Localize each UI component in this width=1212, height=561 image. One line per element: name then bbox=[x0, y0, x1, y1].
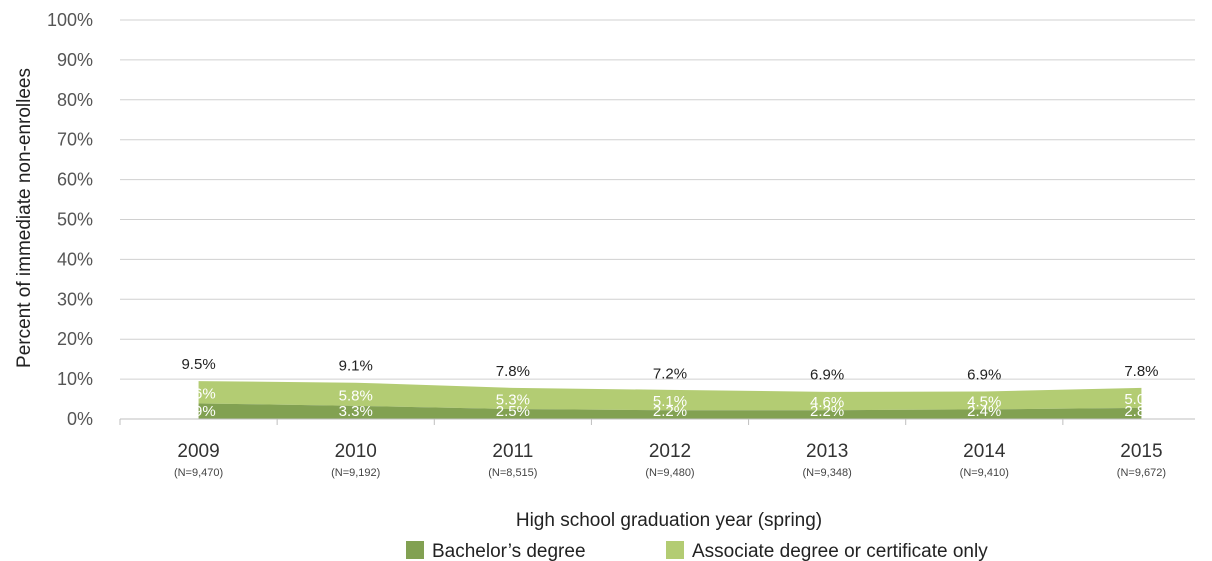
x-tick-label: 2009 bbox=[177, 441, 219, 462]
associate-value-label: 4.6% bbox=[810, 394, 844, 411]
legend-swatch-bachelors bbox=[406, 541, 424, 559]
area-bachelors bbox=[198, 403, 1142, 419]
bachelors-value-label: 2.4% bbox=[967, 403, 1001, 420]
data-labels: 9.5% 5.6%3.9% 9.1% 5.8%3.3% 7.8% 5.3%2.5% 7.2%… bbox=[181, 356, 1158, 420]
bachelors-value-label: 2.5% bbox=[496, 403, 530, 420]
y-tick-label: 40% bbox=[57, 249, 93, 269]
bachelors-value-label: 3.3% bbox=[339, 403, 373, 420]
total-label: 7.8% bbox=[1124, 363, 1158, 380]
associate-value-label: 5.8% bbox=[339, 387, 373, 404]
y-tick-label: 60% bbox=[57, 170, 93, 190]
area-series bbox=[198, 381, 1142, 419]
x-tick-sublabel: (N=9,480) bbox=[645, 467, 694, 479]
total-label: 6.9% bbox=[810, 366, 844, 383]
y-tick-label: 20% bbox=[57, 329, 93, 349]
y-tick-label: 70% bbox=[57, 130, 93, 150]
x-axis-title: High school graduation year (spring) bbox=[516, 510, 822, 531]
associate-value-label: 5.6% bbox=[181, 385, 215, 402]
total-label: 6.9% bbox=[967, 366, 1001, 383]
y-tick-label: 90% bbox=[57, 50, 93, 70]
bachelors-value-label: 2.2% bbox=[810, 403, 844, 420]
legend: Bachelor’s degree Associate degree or ce… bbox=[406, 541, 988, 561]
x-tick-sublabel: (N=9,348) bbox=[803, 467, 852, 479]
y-tick-label: 80% bbox=[57, 90, 93, 110]
y-axis-ticks: 0% 10% 20% 30% 40% 50% 60% 70% 80% 90% 100% bbox=[47, 10, 93, 429]
y-tick-label: 30% bbox=[57, 289, 93, 309]
total-label: 7.2% bbox=[653, 365, 687, 382]
x-axis: 2009 (N=9,470) 2010 (N=9,192) 2011 (N=8,515) 2… bbox=[119, 418, 1195, 479]
gridlines bbox=[120, 19, 1195, 380]
total-label: 9.5% bbox=[181, 356, 215, 373]
associate-value-label: 5.0% bbox=[1124, 391, 1158, 408]
x-tick-label: 2015 bbox=[1120, 441, 1162, 462]
x-tick-label: 2014 bbox=[963, 441, 1006, 462]
associate-value-label: 5.3% bbox=[496, 391, 530, 408]
y-tick-label: 10% bbox=[57, 369, 93, 389]
x-tick-sublabel: (N=9,192) bbox=[331, 467, 380, 479]
x-tick-sublabel: (N=8,515) bbox=[488, 467, 537, 479]
area-associate bbox=[198, 381, 1142, 411]
y-tick-label: 50% bbox=[57, 210, 93, 230]
bachelors-value-label: 2.8% bbox=[1124, 403, 1158, 420]
x-tick-sublabel: (N=9,410) bbox=[960, 467, 1009, 479]
y-tick-label: 0% bbox=[67, 409, 93, 429]
legend-label-associate: Associate degree or certificate only bbox=[692, 541, 988, 561]
x-tick-label: 2010 bbox=[335, 441, 377, 462]
x-tick-sublabel: (N=9,672) bbox=[1117, 467, 1166, 479]
bachelors-value-label: 2.2% bbox=[653, 403, 687, 420]
associate-value-label: 5.1% bbox=[653, 393, 687, 410]
total-label: 9.1% bbox=[339, 358, 373, 375]
legend-label-bachelors: Bachelor’s degree bbox=[432, 541, 586, 561]
y-tick-label: 100% bbox=[47, 10, 93, 30]
x-tick-label: 2011 bbox=[492, 441, 533, 462]
bachelors-value-label: 3.9% bbox=[181, 403, 215, 420]
y-axis-title: Percent of immediate non-enrollees bbox=[14, 68, 35, 368]
x-tick-sublabel: (N=9,470) bbox=[174, 467, 223, 479]
total-label: 7.8% bbox=[496, 363, 530, 380]
associate-value-label: 4.5% bbox=[967, 393, 1001, 410]
x-tick-label: 2012 bbox=[649, 441, 691, 462]
x-tick-label: 2013 bbox=[806, 441, 848, 462]
legend-swatch-associate bbox=[666, 541, 684, 559]
